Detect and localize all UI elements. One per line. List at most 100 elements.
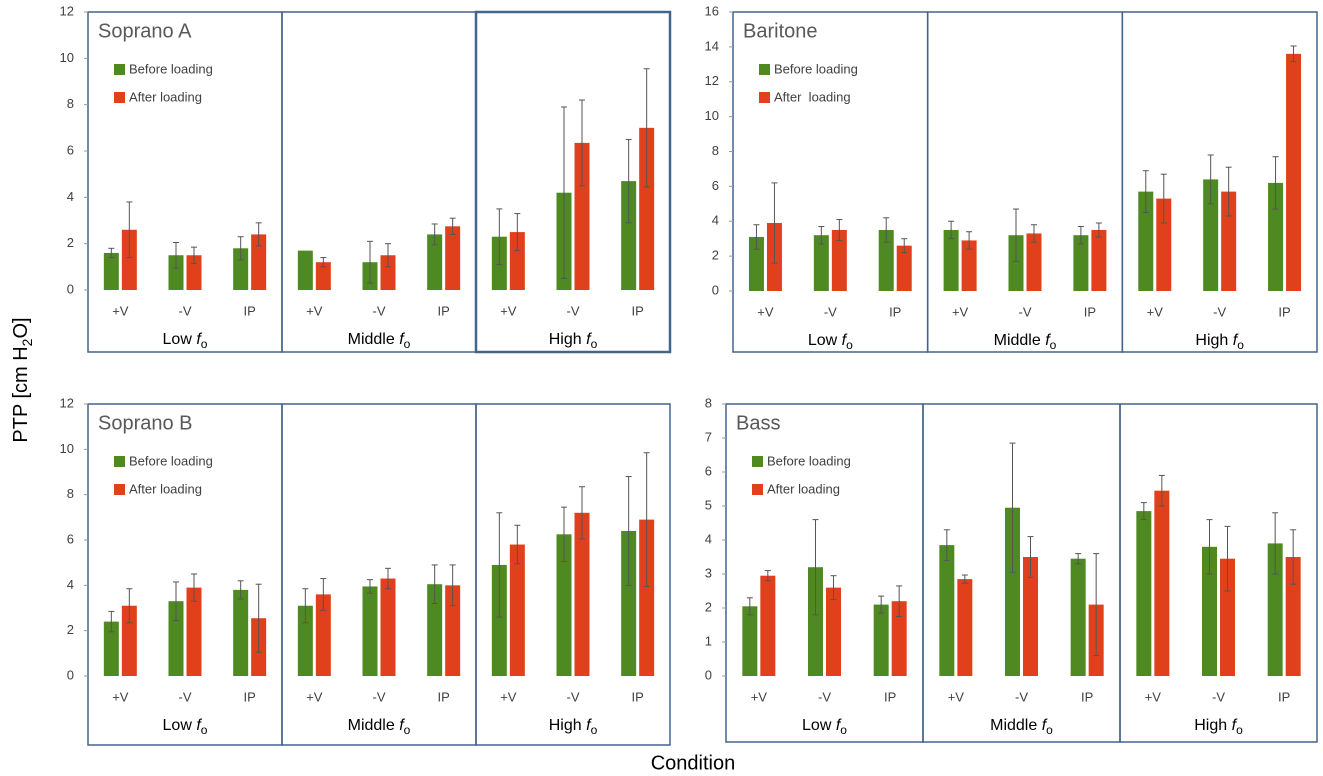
y-tick-label: 10 [705, 108, 719, 123]
y-tick-label: 12 [60, 395, 74, 410]
group-box [281, 11, 477, 353]
legend-label: Before loading [767, 453, 851, 468]
x-tick-label: +V [757, 304, 774, 319]
x-tick-label: +V [500, 689, 517, 704]
bar [760, 575, 776, 676]
error-bar [1093, 553, 1100, 657]
x-tick-label: -V [179, 303, 192, 318]
error-bar [255, 583, 262, 653]
bar [362, 586, 378, 676]
error-bar [126, 588, 133, 624]
bar [943, 229, 959, 291]
bar [315, 594, 331, 676]
y-tick-label: 12 [60, 3, 74, 18]
bar [121, 229, 137, 290]
bar [1073, 235, 1089, 291]
error-bar [625, 138, 632, 224]
y-label-sub: 2 [19, 338, 35, 346]
bar [1268, 182, 1284, 291]
error-bar [496, 208, 503, 266]
legend-label: Before loading [129, 453, 213, 468]
group-text: Middle [348, 331, 395, 348]
y-tick-label: 8 [67, 486, 74, 501]
group-subscript: o [404, 723, 411, 737]
bar [1136, 511, 1152, 676]
bar [639, 127, 655, 290]
group-subscript: o [201, 337, 208, 351]
legend-label: Before loading [129, 61, 213, 76]
legend-label: After loading [129, 481, 202, 496]
group-subscript: o [1236, 723, 1243, 737]
group-subscript: o [840, 723, 847, 737]
error-bar [431, 564, 438, 604]
group-subscript: o [1046, 723, 1053, 737]
bar [297, 250, 313, 290]
x-tick-label: -V [1019, 304, 1032, 319]
bar [1285, 557, 1301, 676]
group-subscript: o [591, 723, 598, 737]
error-bar [385, 567, 391, 590]
x-tick-label: +V [500, 303, 517, 318]
bar [1138, 191, 1154, 291]
error-bar [302, 588, 309, 624]
error-bar [126, 201, 133, 259]
error-bar [320, 257, 327, 268]
y-tick-label: 10 [60, 50, 74, 65]
error-bar [961, 574, 968, 584]
y-label-end: O] [10, 317, 32, 338]
bar [826, 587, 841, 676]
error-bar [943, 529, 950, 561]
error-bar [1160, 173, 1167, 224]
bar [957, 579, 973, 676]
error-bar [237, 236, 244, 261]
x-tick-label: -V [179, 689, 192, 704]
y-tick-label: 2 [705, 599, 712, 614]
error-bar [449, 217, 456, 235]
group-subscript: o [846, 338, 853, 352]
error-bar [771, 182, 778, 264]
x-tick-label: IP [889, 304, 901, 319]
bar [621, 181, 637, 290]
group-box [926, 11, 1124, 353]
y-tick-label: 4 [67, 577, 74, 592]
error-bar [1009, 442, 1016, 573]
y-tick-label: 10 [60, 441, 74, 456]
group-label: Middle fo [348, 331, 411, 351]
group-subscript: o [1237, 338, 1244, 352]
y-axis-label: PTP [cm H2O] [10, 317, 34, 442]
x-tick-label: IP [438, 303, 450, 318]
y-tick-label: 16 [705, 3, 719, 18]
group-subscript: o [1050, 338, 1057, 352]
group-text: High [1195, 332, 1228, 349]
x-tick-label: IP [1084, 304, 1096, 319]
x-axis-label: Condition [651, 752, 736, 774]
group-label: Low fo [802, 717, 847, 737]
group-box [475, 403, 671, 746]
legend-swatch [114, 484, 125, 495]
error-bar [173, 581, 179, 621]
x-tick-label: +V [948, 689, 965, 704]
group-label: Low fo [163, 331, 208, 351]
group-symbol: f [196, 717, 202, 734]
group-symbol: f [1233, 332, 1239, 349]
bar [186, 255, 202, 290]
bar [445, 585, 461, 676]
bar [939, 545, 955, 676]
legend-swatch [114, 92, 125, 103]
group-label: Middle fo [994, 332, 1057, 352]
x-tick-label: -V [567, 689, 580, 704]
group-label: High fo [1195, 332, 1244, 352]
error-bar [579, 99, 585, 187]
x-tick-label: +V [751, 689, 768, 704]
error-bar [385, 243, 391, 268]
group-box [1121, 11, 1318, 353]
y-tick-label: 2 [67, 622, 74, 637]
bar [427, 584, 443, 676]
group-subscript: o [404, 337, 411, 351]
bar [168, 255, 184, 290]
group-label: High fo [549, 717, 598, 737]
error-bar [449, 564, 456, 607]
error-bar [561, 506, 567, 563]
y-tick-label: 0 [67, 281, 74, 296]
bar [121, 605, 137, 676]
